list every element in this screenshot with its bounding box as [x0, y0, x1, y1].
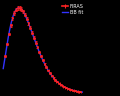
- Legend: FIRAS, BB fit: FIRAS, BB fit: [62, 3, 84, 15]
